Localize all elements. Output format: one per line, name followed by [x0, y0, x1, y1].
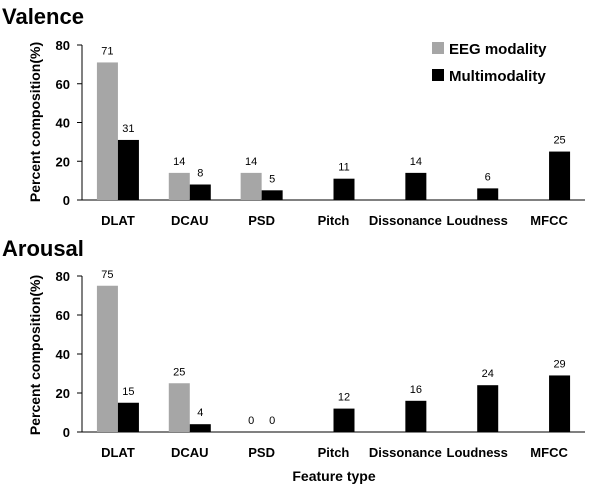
legend-label-eeg: EEG modality — [449, 41, 547, 58]
valence-y-tick-label: 40 — [56, 116, 70, 131]
valence-category-label: DCAU — [171, 213, 209, 228]
arousal-category-labels: DLAT DCAU PSD Pitch Dissonance Loudness MFCC — [101, 445, 568, 460]
arousal-category-label: DCAU — [171, 445, 209, 460]
arousal-panel: Arousal Percent composition(%) 020406080… — [2, 236, 585, 484]
valence-data-label: 31 — [122, 123, 134, 135]
arousal-data-label: 0 — [248, 415, 254, 427]
valence-data-label: 5 — [269, 173, 275, 185]
valence-y-tick-label: 0 — [63, 193, 70, 208]
x-axis-title: Feature type — [292, 468, 375, 484]
arousal-data-label: 25 — [173, 366, 185, 378]
valence-bars — [96, 62, 571, 200]
arousal-category-label: Loudness — [447, 445, 508, 460]
valence-data-label: 14 — [173, 156, 185, 168]
legend-swatch-eeg — [432, 42, 444, 54]
arousal-data-label: 29 — [553, 358, 565, 370]
arousal-y-tick-label: 60 — [56, 308, 70, 323]
legend: EEG modality Multimodality — [432, 41, 547, 85]
valence-data-label: 11 — [338, 162, 349, 174]
valence-category-label: Loudness — [447, 213, 508, 228]
arousal-category-label: DLAT — [101, 445, 135, 460]
arousal-y-tick-label: 20 — [56, 386, 70, 401]
arousal-bars — [96, 285, 571, 432]
valence-category-label: Pitch — [318, 213, 350, 228]
valence-data-label: 25 — [553, 135, 565, 147]
arousal-category-label: MFCC — [530, 445, 568, 460]
valence-bar-multimodality — [405, 172, 427, 200]
arousal-category-label: Dissonance — [369, 445, 442, 460]
arousal-bar-eeg — [96, 285, 118, 432]
arousal-bar-eeg — [168, 383, 190, 432]
valence-category-label: MFCC — [530, 213, 568, 228]
arousal-bar-multimodality — [189, 424, 211, 432]
valence-data-label: 14 — [410, 156, 422, 168]
arousal-y-ticks: 0 20 40 60 80 — [56, 269, 82, 440]
arousal-bar-multimodality — [117, 402, 139, 432]
arousal-data-label: 12 — [338, 392, 350, 404]
arousal-data-label: 16 — [410, 384, 422, 396]
valence-data-label: 71 — [101, 45, 113, 57]
valence-data-label: 8 — [197, 168, 203, 180]
arousal-y-tick-label: 80 — [56, 269, 70, 284]
valence-bar-multimodality — [189, 184, 211, 200]
arousal-data-label: 75 — [101, 269, 113, 281]
valence-bar-multimodality — [549, 151, 571, 200]
arousal-bar-multimodality — [333, 408, 355, 432]
arousal-y-tick-label: 40 — [56, 347, 70, 362]
valence-y-axis-label: Percent composition(%) — [27, 42, 43, 202]
valence-bar-eeg — [96, 62, 118, 200]
valence-title: Valence — [2, 4, 84, 29]
arousal-bar-multimodality — [405, 400, 427, 432]
arousal-data-label: 0 — [269, 415, 275, 427]
arousal-data-label: 15 — [122, 386, 134, 398]
arousal-bar-multimodality — [477, 385, 499, 432]
arousal-title: Arousal — [2, 236, 84, 261]
arousal-data-label: 24 — [482, 368, 494, 380]
legend-label-multimodality: Multimodality — [449, 68, 546, 85]
valence-data-label: 6 — [485, 171, 491, 183]
arousal-data-labels: 75 15 25 4 0 0 12 16 24 29 — [101, 269, 565, 427]
valence-category-label: DLAT — [101, 213, 135, 228]
valence-panel: Valence Percent composition(%) 020406080… — [2, 4, 585, 228]
arousal-bar-multimodality — [549, 375, 571, 432]
valence-bar-multimodality — [117, 139, 139, 200]
valence-y-tick-label: 80 — [56, 38, 70, 53]
valence-bar-multimodality — [333, 178, 355, 200]
valence-bar-multimodality — [261, 190, 283, 200]
arousal-data-label: 4 — [197, 407, 203, 419]
valence-data-labels: 71 31 14 8 14 5 11 14 6 25 — [101, 45, 565, 185]
arousal-category-label: PSD — [248, 445, 275, 460]
arousal-y-tick-label: 0 — [63, 425, 70, 440]
valence-category-label: Dissonance — [369, 213, 442, 228]
valence-y-ticks: 0 20 40 60 80 — [56, 38, 82, 208]
valence-y-tick-label: 60 — [56, 77, 70, 92]
legend-swatch-multimodality — [432, 69, 444, 81]
valence-bar-eeg — [168, 172, 190, 200]
valence-category-label: PSD — [248, 213, 275, 228]
valence-bar-eeg — [240, 172, 262, 200]
valence-data-label: 14 — [245, 156, 257, 168]
arousal-y-axis-label: Percent composition(%) — [27, 275, 43, 435]
valence-bar-multimodality — [477, 188, 499, 200]
arousal-category-label: Pitch — [318, 445, 350, 460]
valence-y-tick-label: 20 — [56, 154, 70, 169]
valence-category-labels: DLAT DCAU PSD Pitch Dissonance Loudness MFCC — [101, 213, 568, 228]
